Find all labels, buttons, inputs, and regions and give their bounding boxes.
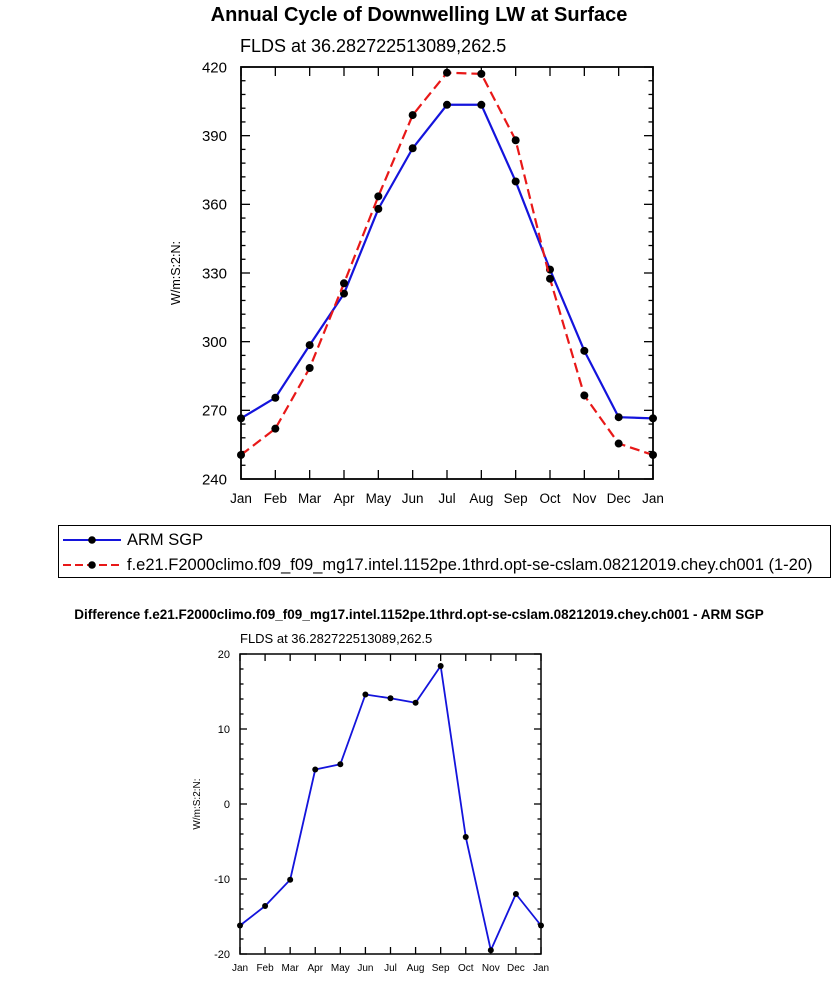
chart1-series-line-0 xyxy=(240,103,654,420)
legend-entry-model: f.e21.F2000climo.f09_f09_mg17.intel.1152… xyxy=(59,553,813,577)
chart1-series-1-point xyxy=(580,391,589,400)
chart2-xtick-label: Mar xyxy=(282,963,300,974)
chart2-title: Difference f.e21.F2000climo.f09_f09_mg17… xyxy=(74,607,764,622)
chart1-xtick-label: Aug xyxy=(469,491,493,506)
chart1-series-1-point xyxy=(546,274,554,283)
chart1-series-0-point xyxy=(649,414,657,423)
chart1-series-1-point xyxy=(477,69,486,78)
chart1-series-1-point xyxy=(649,450,657,459)
chart2-ytick-label: -20 xyxy=(214,949,230,961)
chart2-xtick-label: Jun xyxy=(357,963,373,974)
chart2-xtick-label: May xyxy=(331,963,350,974)
chart1-series-1-point xyxy=(614,439,623,448)
chart1-ytick-label: 420 xyxy=(202,59,227,76)
chart1-ytick-label: 330 xyxy=(202,265,227,282)
chart1-series-1-point xyxy=(305,363,314,372)
chart1-xtick-label: Jan xyxy=(230,491,252,506)
chart2-series-0-point xyxy=(287,876,294,883)
chart2-series-0-point xyxy=(362,691,369,698)
chart2-xtick-label: Oct xyxy=(458,963,474,974)
chart1-series-0-point xyxy=(580,346,589,355)
chart2-series-0-point xyxy=(462,834,469,840)
chart2-xtick-label: Jul xyxy=(384,963,397,974)
chart1-svg: Jan Feb Mar Apr May Jun Jul Aug Sep Oct Nov Dec Jan2… xyxy=(169,59,664,506)
chart2-xtick-label: Nov xyxy=(482,963,500,974)
chart1-series-0-point xyxy=(477,100,486,109)
chart2-series-line-0 xyxy=(239,665,542,952)
chart2-series-0-point xyxy=(312,766,319,773)
chart1-subtitle: FLDS at 36.282722513089,262.5 xyxy=(240,36,507,56)
chart2-xtick-label: Aug xyxy=(407,963,425,974)
chart1-xtick-label: Mar xyxy=(298,491,322,506)
chart1-series-0-point xyxy=(237,414,245,423)
legend-entry-arm-sgp: ARM SGP xyxy=(59,528,203,552)
chart1-ytick-label: 300 xyxy=(202,334,227,351)
chart1-series-0-point xyxy=(443,100,451,109)
chart2-yaxis-title: W/m:S:2:N: xyxy=(192,778,203,829)
chart2-series-0-point xyxy=(387,695,394,702)
legend-line-model xyxy=(63,561,121,569)
chart1-series-1-point xyxy=(374,192,383,201)
chart2-ytick-label: 10 xyxy=(218,724,230,736)
chart1-series-1-point xyxy=(340,279,348,288)
chart1-series-1-point xyxy=(271,424,280,433)
chart1-series-0-point xyxy=(511,177,520,186)
chart2-series-0-point xyxy=(337,761,344,768)
chart1-series-1-point xyxy=(443,68,451,77)
chart2-xtick-label: Apr xyxy=(307,963,323,974)
chart1-ytick-label: 270 xyxy=(202,403,227,420)
chart1-ytick-label: 240 xyxy=(202,471,227,488)
chart2-ytick-label: 20 xyxy=(218,649,230,661)
chart1-xtick-label: Dec xyxy=(607,491,631,506)
chart1-xtick-label: Jun xyxy=(402,491,424,506)
chart2-plot-frame xyxy=(239,653,542,955)
chart1-xtick-label: Nov xyxy=(572,491,596,506)
chart1-ytick-label: 360 xyxy=(202,197,227,214)
chart1-xtick-label: Jan xyxy=(642,491,664,506)
legend: ARM SGP f.e21.F2000climo.f09_f09_mg17.in… xyxy=(58,525,831,578)
chart1-series-0-point xyxy=(374,204,383,213)
chart2-xtick-label: Jan xyxy=(533,963,549,974)
chart2-series-0-point xyxy=(487,947,494,954)
chart1-xtick-label: May xyxy=(366,491,392,506)
chart1-xtick-label: Jul xyxy=(438,491,455,506)
chart1-yaxis-title: W/m:S:2:N: xyxy=(169,241,183,305)
chart1-series-1-point xyxy=(511,136,520,145)
chart2-xtick-label: Jan xyxy=(232,963,248,974)
chart1-xtick-label: Feb xyxy=(264,491,287,506)
chart1-series-0-point xyxy=(340,289,348,298)
chart1-title: Annual Cycle of Downwelling LW at Surfac… xyxy=(210,4,628,26)
chart1-series-1-point xyxy=(237,450,245,459)
chart1-series-0-point xyxy=(408,144,417,153)
chart1-series-1-point xyxy=(408,111,417,120)
chart2-ytick-label: -10 xyxy=(214,874,230,886)
chart2-series-0-point xyxy=(538,922,544,929)
chart2-xtick-label: Sep xyxy=(432,963,450,974)
chart1-xtick-label: Oct xyxy=(539,491,560,506)
chart1-series-0-point xyxy=(305,341,314,350)
legend-line-arm-sgp xyxy=(63,536,121,544)
chart1-xtick-label: Apr xyxy=(333,491,355,506)
legend-label-arm-sgp: ARM SGP xyxy=(127,530,204,549)
chart1-series-0-point xyxy=(271,393,280,402)
chart2-series-0-point xyxy=(437,663,444,669)
chart2-xtick-label: Dec xyxy=(507,963,525,974)
legend-label-model: f.e21.F2000climo.f09_f09_mg17.intel.1152… xyxy=(127,555,813,574)
chart2-series-0-point xyxy=(237,922,243,929)
chart2-subtitle: FLDS at 36.282722513089,262.5 xyxy=(240,631,433,646)
chart1-plot-frame xyxy=(240,66,654,480)
chart2-series-0-point xyxy=(262,903,269,909)
chart1-series-line-1 xyxy=(240,71,654,457)
chart2-xtick-label: Feb xyxy=(256,963,274,974)
chart2-ytick-label: 0 xyxy=(224,799,230,811)
chart1-xtick-label: Sep xyxy=(504,491,528,506)
chart2-series-0-point xyxy=(512,891,519,897)
chart1-series-0-point xyxy=(614,413,623,422)
chart2-series-0-point xyxy=(412,699,419,706)
chart1-ytick-label: 390 xyxy=(202,128,227,145)
